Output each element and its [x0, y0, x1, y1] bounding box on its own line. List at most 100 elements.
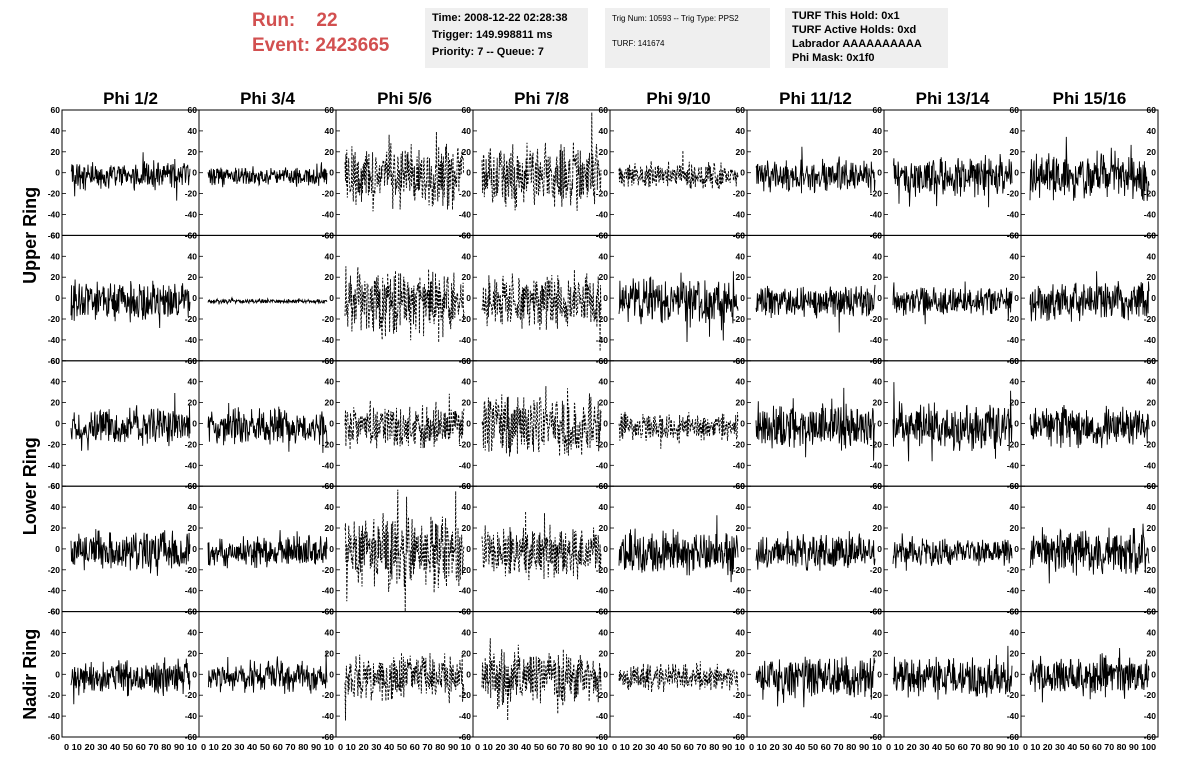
y-tick-label: -20 [733, 314, 746, 324]
x-tick-labels: 0 10 20 30 40 50 60 70 80 90 10 [64, 742, 197, 752]
waveform-trace [1029, 523, 1150, 584]
y-tick-label: 40 [873, 628, 883, 638]
y-tick-label: 20 [873, 147, 883, 157]
y-tick-label: 20 [51, 272, 61, 282]
panel-frame [1020, 485, 1159, 613]
y-tick-label: -40 [1144, 460, 1157, 470]
y-tick-label: 20 [1010, 398, 1020, 408]
y-tick-label: 60 [1010, 356, 1020, 366]
y-tick-label: 40 [1147, 377, 1157, 387]
y-tick-label: 60 [325, 356, 335, 366]
y-tick-label: -40 [870, 210, 883, 220]
y-tick-label: 60 [1010, 230, 1020, 240]
y-tick-label: -40 [185, 335, 198, 345]
y-tick-label: 40 [1147, 126, 1157, 136]
y-tick-label: 20 [1010, 272, 1020, 282]
y-tick-label: -20 [870, 565, 883, 575]
y-tick-label: 60 [736, 230, 746, 240]
y-tick-label: 20 [325, 147, 335, 157]
column-header: Phi 7/8 [514, 89, 569, 108]
waveform-trace [481, 511, 602, 581]
y-tick-label: 60 [873, 356, 883, 366]
waveform-trace [1029, 404, 1150, 449]
y-tick-label: -40 [1144, 711, 1157, 721]
y-tick-label: 60 [188, 105, 198, 115]
x-tick-labels: 0 10 20 30 40 50 60 70 80 90 10 [475, 742, 608, 752]
y-tick-label: -20 [733, 189, 746, 199]
y-tick-label: 20 [462, 398, 472, 408]
y-tick-label: -20 [733, 565, 746, 575]
y-tick-label: -40 [1144, 586, 1157, 596]
y-tick-label: -40 [48, 335, 61, 345]
y-tick-label: 40 [325, 628, 335, 638]
y-tick-label: -60 [185, 732, 198, 742]
y-tick-label: -20 [322, 690, 335, 700]
y-tick-label: 40 [736, 126, 746, 136]
y-tick-label: 40 [462, 251, 472, 261]
y-tick-label: 40 [51, 502, 61, 512]
y-tick-label: -20 [48, 439, 61, 449]
y-tick-label: 20 [325, 398, 335, 408]
y-tick-label: -20 [596, 565, 609, 575]
y-tick-label: 60 [599, 105, 609, 115]
y-tick-label: 60 [1010, 481, 1020, 491]
y-tick-label: -20 [185, 565, 198, 575]
y-tick-label: 0 [877, 669, 882, 679]
y-tick-label: 0 [603, 669, 608, 679]
y-tick-label: -40 [48, 711, 61, 721]
turf-info-box: TURF This Hold: 0x1 TURF Active Holds: 0… [785, 8, 948, 68]
y-tick-label: 20 [1010, 523, 1020, 533]
y-tick-label: -40 [1007, 335, 1020, 345]
column-header: Phi 15/16 [1053, 89, 1127, 108]
waveform-trace [481, 112, 602, 211]
y-tick-label: 20 [1147, 147, 1157, 157]
y-tick-label: 0 [740, 669, 745, 679]
waveform-trace [892, 382, 1013, 462]
y-tick-label: 20 [51, 147, 61, 157]
panel-frame [198, 360, 337, 487]
y-tick-label: 20 [1010, 648, 1020, 658]
y-tick-label: -40 [322, 460, 335, 470]
run-value: 22 [316, 10, 338, 31]
y-tick-label: 0 [55, 544, 60, 554]
y-tick-label: 60 [736, 607, 746, 617]
y-tick-label: -20 [322, 314, 335, 324]
y-tick-label: 0 [55, 669, 60, 679]
y-tick-label: -40 [596, 335, 609, 345]
y-tick-label: -60 [1007, 732, 1020, 742]
y-tick-label: 20 [736, 398, 746, 408]
waveform-trace [207, 162, 328, 188]
y-tick-label: 60 [873, 481, 883, 491]
y-tick-label: 20 [51, 648, 61, 658]
run-row: Run: 22 [252, 8, 389, 33]
waveform-trace [344, 652, 465, 721]
y-tick-label: 20 [462, 272, 472, 282]
waveform-trace [618, 515, 739, 583]
y-tick-label: 40 [1010, 502, 1020, 512]
y-tick-label: 0 [329, 168, 334, 178]
y-tick-label: 60 [736, 105, 746, 115]
y-tick-label: 60 [51, 607, 61, 617]
waveform-trace [207, 530, 328, 569]
y-tick-label: 0 [603, 544, 608, 554]
y-tick-label: 20 [462, 147, 472, 157]
y-tick-label: -20 [1144, 565, 1157, 575]
y-tick-label: 60 [736, 481, 746, 491]
y-tick-label: -20 [48, 189, 61, 199]
y-tick-label: 40 [51, 377, 61, 387]
x-tick-labels: 0 10 20 30 40 50 60 70 80 90 10 [338, 742, 471, 752]
y-tick-label: -60 [322, 732, 335, 742]
y-tick-label: 20 [188, 523, 198, 533]
y-tick-label: -40 [459, 586, 472, 596]
y-tick-label: -20 [185, 314, 198, 324]
y-tick-label: 20 [325, 648, 335, 658]
y-tick-label: 60 [1147, 105, 1157, 115]
waveform-trace [70, 152, 191, 201]
y-tick-label: 60 [188, 230, 198, 240]
waveform-trace [344, 266, 465, 343]
y-tick-label: -40 [596, 210, 609, 220]
y-tick-label: 40 [462, 502, 472, 512]
ring-label: Lower Ring [20, 437, 40, 535]
y-tick-label: -40 [1007, 586, 1020, 596]
column-header: Phi 11/12 [779, 89, 852, 108]
